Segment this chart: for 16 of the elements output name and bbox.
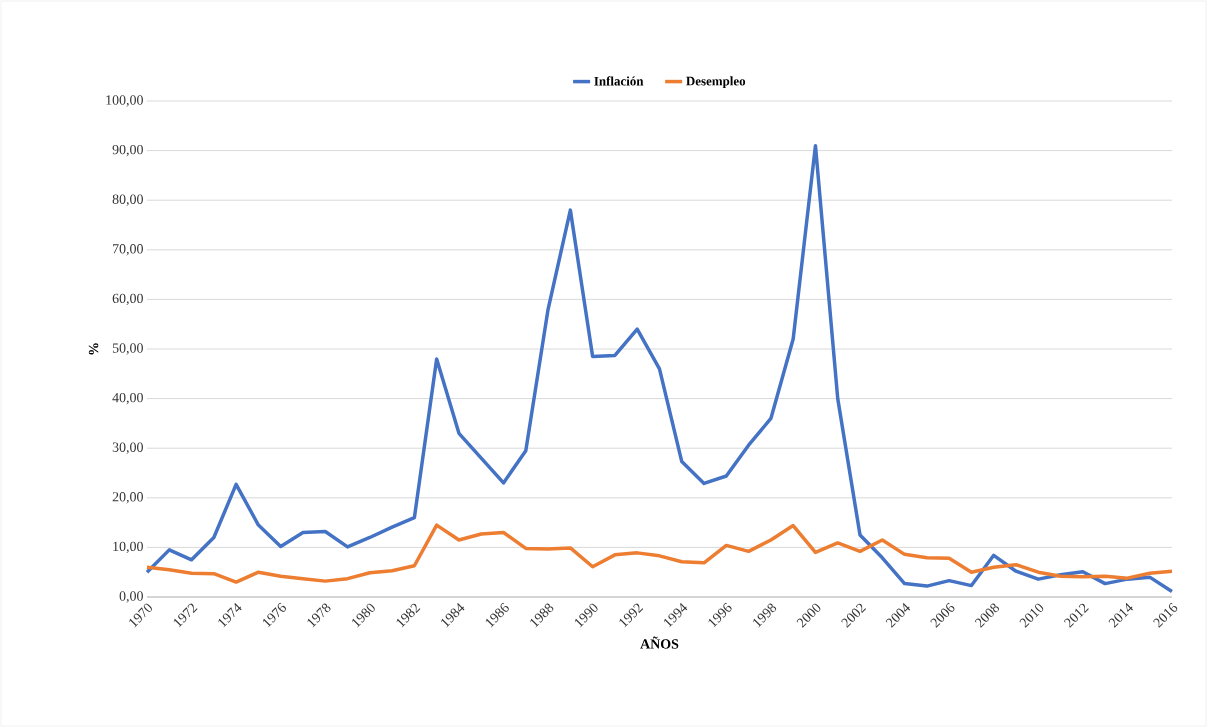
y-tick-label: 30,00 bbox=[112, 442, 143, 454]
y-tick-label: 70,00 bbox=[113, 244, 143, 256]
y-tick-label: 40,00 bbox=[112, 392, 143, 405]
y-tick-label: 20,00 bbox=[112, 492, 143, 504]
y-tick-label: 80,00 bbox=[112, 194, 143, 206]
legend-label: Desempleo bbox=[686, 76, 746, 89]
x-axis-title: AÑOS bbox=[640, 636, 679, 649]
y-tick-label: 10,00 bbox=[113, 541, 143, 554]
y-tick-label: 90,00 bbox=[112, 144, 143, 157]
y-axis-title: % bbox=[88, 343, 99, 355]
line-series bbox=[145, 523, 1174, 584]
y-tick-label: 0,00 bbox=[119, 591, 143, 603]
y-tick-label: 60,00 bbox=[112, 293, 143, 306]
legend-label: Inflación bbox=[594, 76, 644, 86]
y-tick-label: 50,00 bbox=[112, 343, 143, 355]
y-tick-label: 100,00 bbox=[106, 95, 143, 107]
